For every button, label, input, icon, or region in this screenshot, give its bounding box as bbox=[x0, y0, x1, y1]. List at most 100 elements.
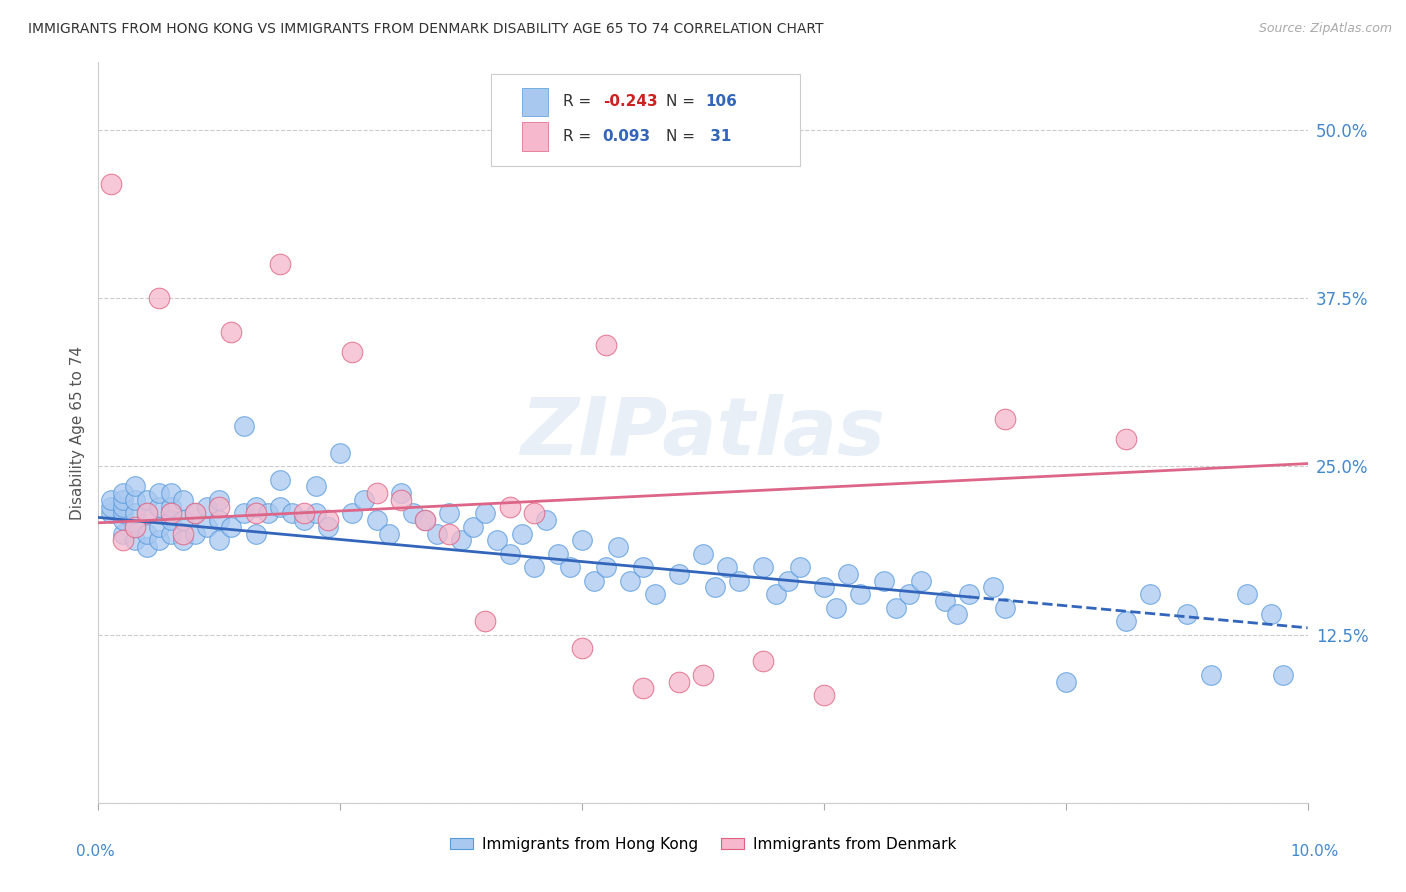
Text: IMMIGRANTS FROM HONG KONG VS IMMIGRANTS FROM DENMARK DISABILITY AGE 65 TO 74 COR: IMMIGRANTS FROM HONG KONG VS IMMIGRANTS … bbox=[28, 22, 824, 37]
Point bbox=[305, 507, 328, 521]
Point bbox=[366, 513, 388, 527]
Point bbox=[111, 513, 134, 527]
Point bbox=[100, 492, 122, 507]
Point bbox=[523, 560, 546, 574]
Point bbox=[232, 507, 254, 521]
Point bbox=[558, 560, 581, 574]
Point bbox=[342, 507, 364, 521]
Text: R =: R = bbox=[562, 95, 596, 109]
Point bbox=[1272, 668, 1295, 682]
Point bbox=[208, 533, 231, 548]
Point bbox=[292, 513, 315, 527]
Text: 0.0%: 0.0% bbox=[76, 845, 115, 859]
Point bbox=[752, 560, 775, 574]
Point bbox=[124, 492, 146, 507]
Text: N =: N = bbox=[665, 95, 699, 109]
Point bbox=[366, 486, 388, 500]
Point bbox=[728, 574, 751, 588]
Point bbox=[124, 507, 146, 521]
Point bbox=[256, 507, 278, 521]
Point bbox=[716, 560, 738, 574]
Point bbox=[1115, 614, 1137, 628]
Point bbox=[111, 492, 134, 507]
Text: R =: R = bbox=[562, 129, 596, 144]
Point bbox=[510, 526, 533, 541]
Point bbox=[474, 507, 496, 521]
Point bbox=[825, 600, 848, 615]
Point bbox=[547, 547, 569, 561]
Point bbox=[704, 581, 727, 595]
Point bbox=[789, 560, 811, 574]
Point bbox=[498, 500, 520, 514]
Point bbox=[1260, 607, 1282, 622]
Point bbox=[692, 547, 714, 561]
Point bbox=[981, 581, 1004, 595]
Point bbox=[305, 479, 328, 493]
Point bbox=[148, 486, 170, 500]
Point bbox=[160, 526, 183, 541]
Point bbox=[160, 513, 183, 527]
Point bbox=[813, 581, 835, 595]
Point bbox=[1199, 668, 1222, 682]
Point bbox=[486, 533, 509, 548]
Point bbox=[498, 547, 520, 561]
Point bbox=[595, 338, 617, 352]
Point bbox=[692, 668, 714, 682]
Point bbox=[873, 574, 896, 588]
Point bbox=[813, 688, 835, 702]
Text: ZIPatlas: ZIPatlas bbox=[520, 393, 886, 472]
Point bbox=[195, 520, 218, 534]
Point bbox=[389, 486, 412, 500]
Point bbox=[474, 614, 496, 628]
Point bbox=[124, 479, 146, 493]
Point bbox=[221, 325, 243, 339]
Point bbox=[245, 500, 267, 514]
Point bbox=[668, 566, 690, 581]
Point bbox=[269, 500, 291, 514]
Point bbox=[172, 526, 194, 541]
Text: -0.243: -0.243 bbox=[603, 95, 657, 109]
Point bbox=[1054, 674, 1077, 689]
Text: N =: N = bbox=[665, 129, 699, 144]
Point bbox=[957, 587, 980, 601]
Point bbox=[124, 533, 146, 548]
Point bbox=[644, 587, 666, 601]
Point bbox=[160, 486, 183, 500]
Point bbox=[342, 344, 364, 359]
Point bbox=[837, 566, 859, 581]
Point bbox=[281, 507, 304, 521]
Point bbox=[232, 418, 254, 433]
Point bbox=[111, 486, 134, 500]
Point bbox=[221, 520, 243, 534]
Point bbox=[994, 412, 1017, 426]
Point bbox=[100, 507, 122, 521]
Point bbox=[172, 533, 194, 548]
Point bbox=[135, 526, 157, 541]
Point bbox=[184, 507, 207, 521]
Text: 31: 31 bbox=[706, 129, 731, 144]
Point bbox=[269, 473, 291, 487]
Point bbox=[148, 533, 170, 548]
Point bbox=[208, 513, 231, 527]
Point bbox=[1175, 607, 1198, 622]
Point bbox=[148, 291, 170, 305]
Point bbox=[413, 513, 436, 527]
Point bbox=[135, 540, 157, 554]
Point bbox=[994, 600, 1017, 615]
Legend: Immigrants from Hong Kong, Immigrants from Denmark: Immigrants from Hong Kong, Immigrants fr… bbox=[444, 830, 962, 858]
Point bbox=[426, 526, 449, 541]
Point bbox=[124, 520, 146, 534]
Point bbox=[184, 526, 207, 541]
Point bbox=[353, 492, 375, 507]
Point bbox=[245, 507, 267, 521]
Point bbox=[765, 587, 787, 601]
Point bbox=[292, 507, 315, 521]
Point bbox=[1236, 587, 1258, 601]
Point bbox=[111, 526, 134, 541]
Point bbox=[389, 492, 412, 507]
Point bbox=[172, 492, 194, 507]
Point bbox=[946, 607, 969, 622]
Bar bbox=[522, 122, 548, 151]
Point bbox=[631, 560, 654, 574]
Point bbox=[269, 257, 291, 271]
